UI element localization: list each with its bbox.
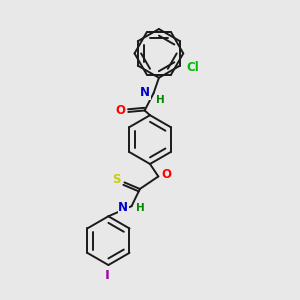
Text: S: S xyxy=(112,173,120,186)
Text: H: H xyxy=(136,203,145,213)
Text: O: O xyxy=(162,169,172,182)
Text: I: I xyxy=(104,269,109,282)
Text: N: N xyxy=(118,201,128,214)
Text: N: N xyxy=(140,86,150,99)
Text: Cl: Cl xyxy=(186,61,199,74)
Text: H: H xyxy=(156,95,164,105)
Text: O: O xyxy=(115,104,125,117)
